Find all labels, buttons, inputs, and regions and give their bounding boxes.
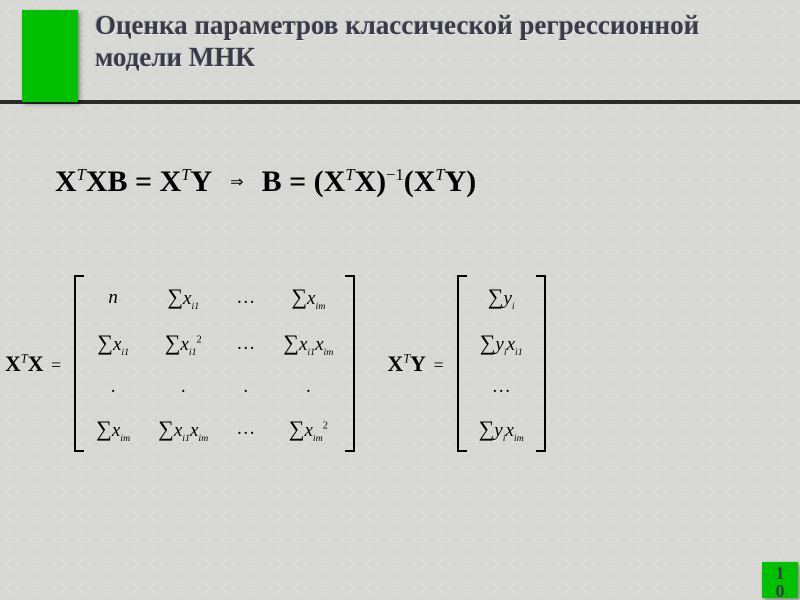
accent-bar [22, 10, 78, 102]
ma-x2: X [28, 351, 44, 376]
bracket-left-icon [68, 275, 82, 452]
mb-2: … [465, 367, 538, 407]
ma-33: ∑xim2 [269, 407, 347, 453]
ma-23: . [269, 367, 347, 407]
ma-20: . [82, 367, 144, 407]
eq2-sup2: T [435, 165, 444, 184]
ma-03: ∑xim [269, 275, 347, 321]
eq1-x1: X [55, 165, 77, 198]
equation-2: B = (XTX)−1(XTY) [262, 165, 477, 199]
ma-22: . [222, 367, 269, 407]
matrix-a: n ∑xi1 … ∑xim ∑xi1 ∑xi12 … ∑xi1xim . . .… [68, 275, 361, 452]
mb-eq: = [429, 355, 444, 375]
ma-13: ∑xi1xim [269, 321, 347, 367]
eq1-y: Y [190, 165, 212, 198]
eq2-mid2: (X [404, 165, 436, 198]
mb-0: ∑yi [465, 275, 538, 321]
equation-row: XTXB = XTY ⇒ B = (XTX)−1(XTY) [55, 165, 755, 199]
page-number-box: 10 [762, 562, 798, 598]
ma-eq: = [47, 355, 62, 375]
slide: Оценка параметров классической регрессио… [0, 0, 800, 600]
bracket-right-icon [347, 275, 361, 452]
eq2-lhs: B = (X [262, 165, 346, 198]
eq2-mid1: X) [355, 165, 387, 198]
ma-01: ∑xi1 [144, 275, 222, 321]
ma-32: … [222, 407, 269, 453]
ma-21: . [144, 367, 222, 407]
mb-x: X [387, 351, 403, 376]
ma-x1: X [5, 351, 21, 376]
mb-y: Y [410, 351, 426, 376]
equation-1: XTXB = XTY [55, 165, 212, 199]
page-number: 10 [776, 564, 785, 600]
ma-10: ∑xi1 [82, 321, 144, 367]
matrix-b: ∑yi ∑yixi1 … ∑yixim [451, 275, 552, 452]
matrix-b-body: ∑yi ∑yixi1 … ∑yixim [465, 275, 538, 452]
matrix-area: XTX = n ∑xi1 … ∑xim ∑xi1 ∑xi12 … ∑xi1xim [5, 275, 795, 452]
matrix-a-body: n ∑xi1 … ∑xim ∑xi1 ∑xi12 … ∑xi1xim . . .… [82, 275, 347, 452]
eq2-rhs: Y) [445, 165, 477, 198]
header: Оценка параметров классической регрессио… [0, 0, 800, 96]
ma-02: … [222, 275, 269, 321]
divider [0, 100, 800, 104]
matrix-b-label: XTY = [387, 351, 446, 377]
ma-11: ∑xi12 [144, 321, 222, 367]
ma-30: ∑xim [82, 407, 144, 453]
bracket-right-icon [538, 275, 552, 452]
mb-3: ∑yixim [465, 407, 538, 453]
slide-title: Оценка параметров классической регрессио… [95, 10, 755, 74]
ma-12: … [222, 321, 269, 367]
mb-1: ∑yixi1 [465, 321, 538, 367]
ma-sup: T [21, 351, 28, 365]
eq2-pow: −1 [386, 165, 404, 184]
eq2-sup1: T [345, 165, 354, 184]
ma-00: n [82, 275, 144, 321]
bracket-left-icon [451, 275, 465, 452]
matrix-a-label: XTX = [5, 351, 64, 377]
arrow-icon: ⇒ [230, 172, 243, 192]
eq1-sup1: T [77, 165, 86, 184]
eq1-mid: XB = X [86, 165, 181, 198]
ma-31: ∑xi1xim [144, 407, 222, 453]
